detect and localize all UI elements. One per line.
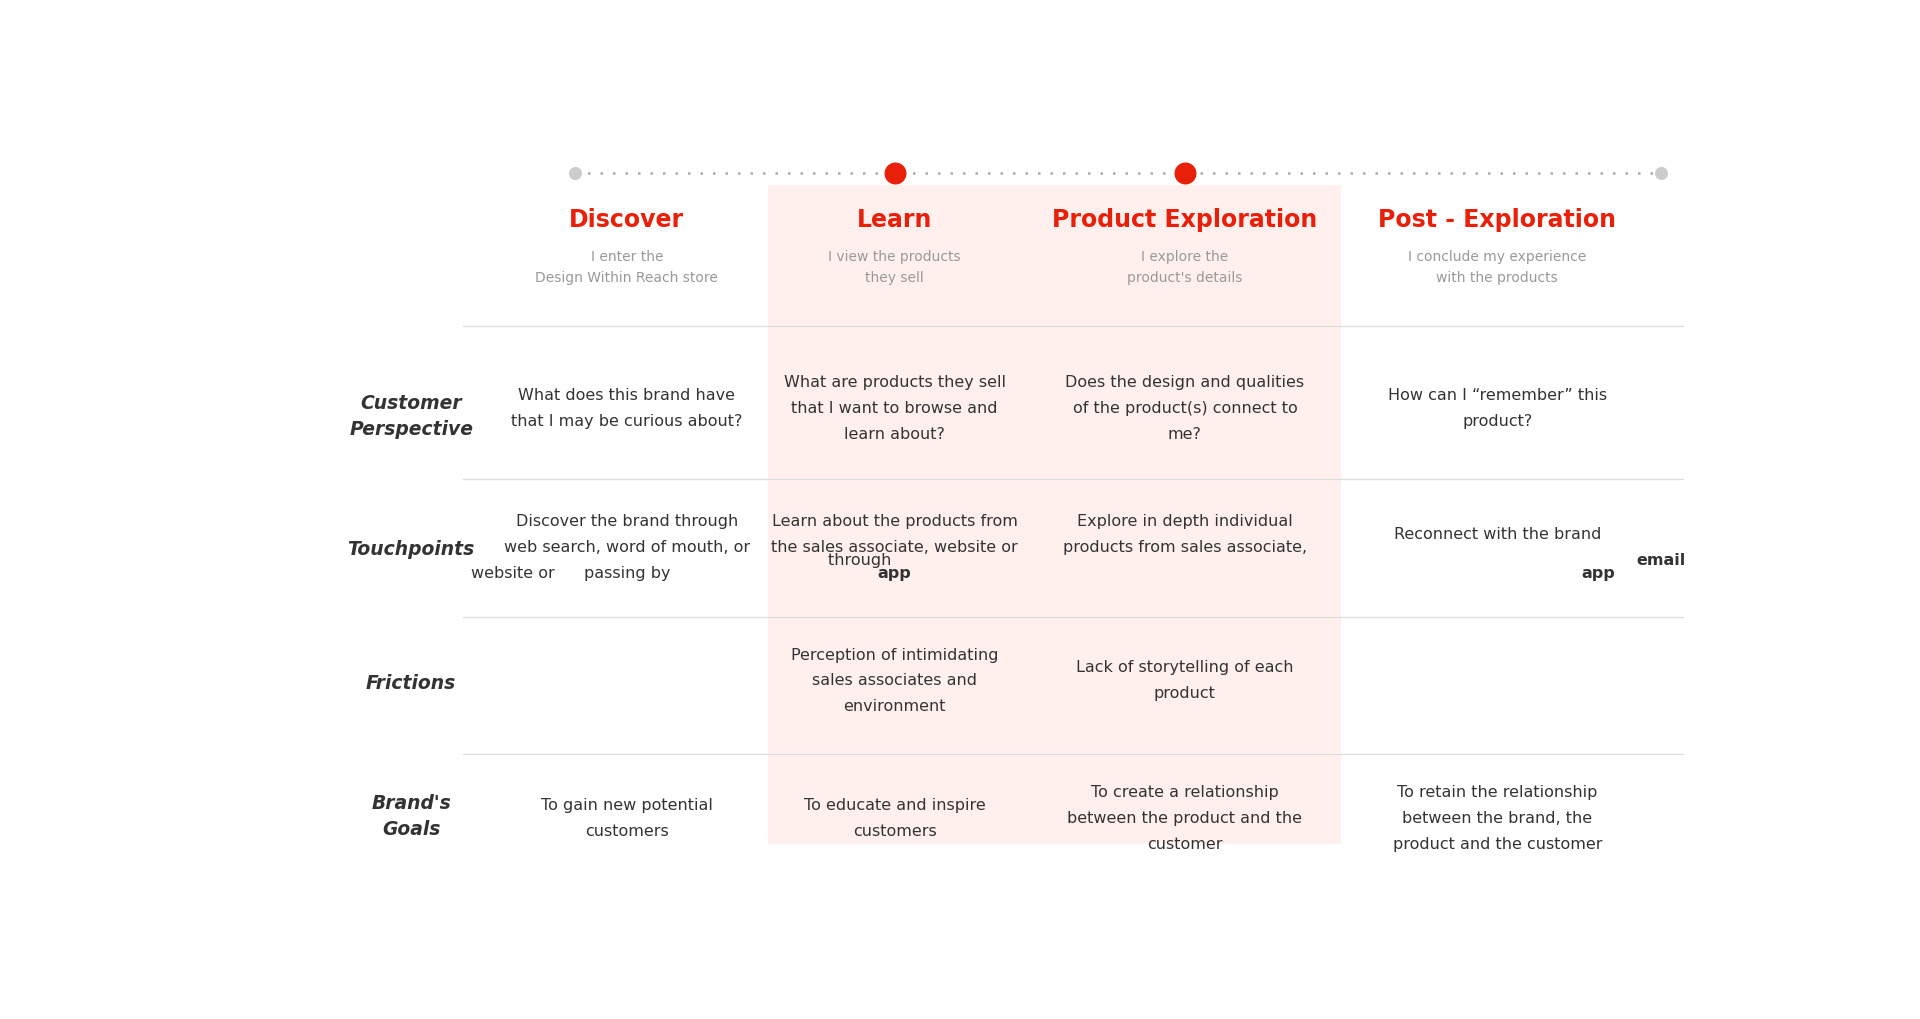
Text: I enter the
Design Within Reach store: I enter the Design Within Reach store — [536, 250, 718, 285]
Text: customers: customers — [586, 823, 668, 839]
Text: the sales associate, website or: the sales associate, website or — [772, 540, 1018, 555]
Text: Reconnect with the brand: Reconnect with the brand — [1394, 527, 1601, 542]
Text: Frictions: Frictions — [367, 674, 457, 693]
Text: me?: me? — [1167, 427, 1202, 442]
Text: app: app — [1582, 566, 1615, 581]
Text: customer: customer — [1146, 837, 1223, 852]
Point — [1169, 165, 1200, 181]
Text: learn about?: learn about? — [845, 427, 945, 442]
Text: that I may be curious about?: that I may be curious about? — [511, 414, 743, 429]
Text: customers: customers — [852, 823, 937, 839]
Text: Discover the brand through: Discover the brand through — [516, 515, 737, 529]
Point — [1645, 165, 1676, 181]
Text: app: app — [877, 566, 912, 581]
Text: through: through — [829, 553, 897, 568]
Text: environment: environment — [843, 699, 947, 714]
Text: Discover: Discover — [570, 208, 684, 232]
Bar — [768, 185, 1340, 844]
Text: Lack of storytelling of each: Lack of storytelling of each — [1075, 660, 1294, 676]
Text: Learn about the products from: Learn about the products from — [772, 515, 1018, 529]
Text: email: email — [1636, 553, 1686, 568]
Text: I view the products
they sell: I view the products they sell — [828, 250, 962, 285]
Text: What does this brand have: What does this brand have — [518, 388, 735, 404]
Text: products from sales associate,: products from sales associate, — [1064, 540, 1308, 555]
Text: Learn: Learn — [856, 208, 933, 232]
Text: Does the design and qualities: Does the design and qualities — [1066, 375, 1304, 390]
Text: web search, word of mouth, or: web search, word of mouth, or — [503, 540, 751, 555]
Text: Product Exploration: Product Exploration — [1052, 208, 1317, 232]
Text: product?: product? — [1463, 414, 1532, 429]
Text: Brand's
Goals: Brand's Goals — [371, 794, 451, 840]
Text: I explore the
product's details: I explore the product's details — [1127, 250, 1242, 285]
Text: between the product and the: between the product and the — [1068, 811, 1302, 825]
Text: What are products they sell: What are products they sell — [783, 375, 1006, 390]
Point — [559, 165, 589, 181]
Text: product and the customer: product and the customer — [1392, 837, 1601, 852]
Text: Perception of intimidating: Perception of intimidating — [791, 647, 998, 662]
Text: passing by: passing by — [584, 566, 670, 581]
Text: I conclude my experience
with the products: I conclude my experience with the produc… — [1407, 250, 1586, 285]
Text: Touchpoints: Touchpoints — [348, 540, 474, 559]
Text: To create a relationship: To create a relationship — [1091, 785, 1279, 800]
Text: To gain new potential: To gain new potential — [541, 798, 712, 813]
Point — [879, 165, 910, 181]
Text: website or: website or — [470, 566, 559, 581]
Text: product: product — [1154, 687, 1215, 701]
Text: that I want to browse and: that I want to browse and — [791, 401, 998, 416]
Text: To educate and inspire: To educate and inspire — [804, 798, 985, 813]
Text: of the product(s) connect to: of the product(s) connect to — [1073, 401, 1298, 416]
Text: Explore in depth individual: Explore in depth individual — [1077, 515, 1292, 529]
Text: To retain the relationship: To retain the relationship — [1398, 785, 1597, 800]
Text: Customer
Perspective: Customer Perspective — [349, 393, 472, 439]
Text: between the brand, the: between the brand, the — [1402, 811, 1592, 825]
Text: sales associates and: sales associates and — [812, 674, 977, 689]
Text: Post - Exploration: Post - Exploration — [1379, 208, 1617, 232]
Text: How can I “remember” this: How can I “remember” this — [1388, 388, 1607, 404]
